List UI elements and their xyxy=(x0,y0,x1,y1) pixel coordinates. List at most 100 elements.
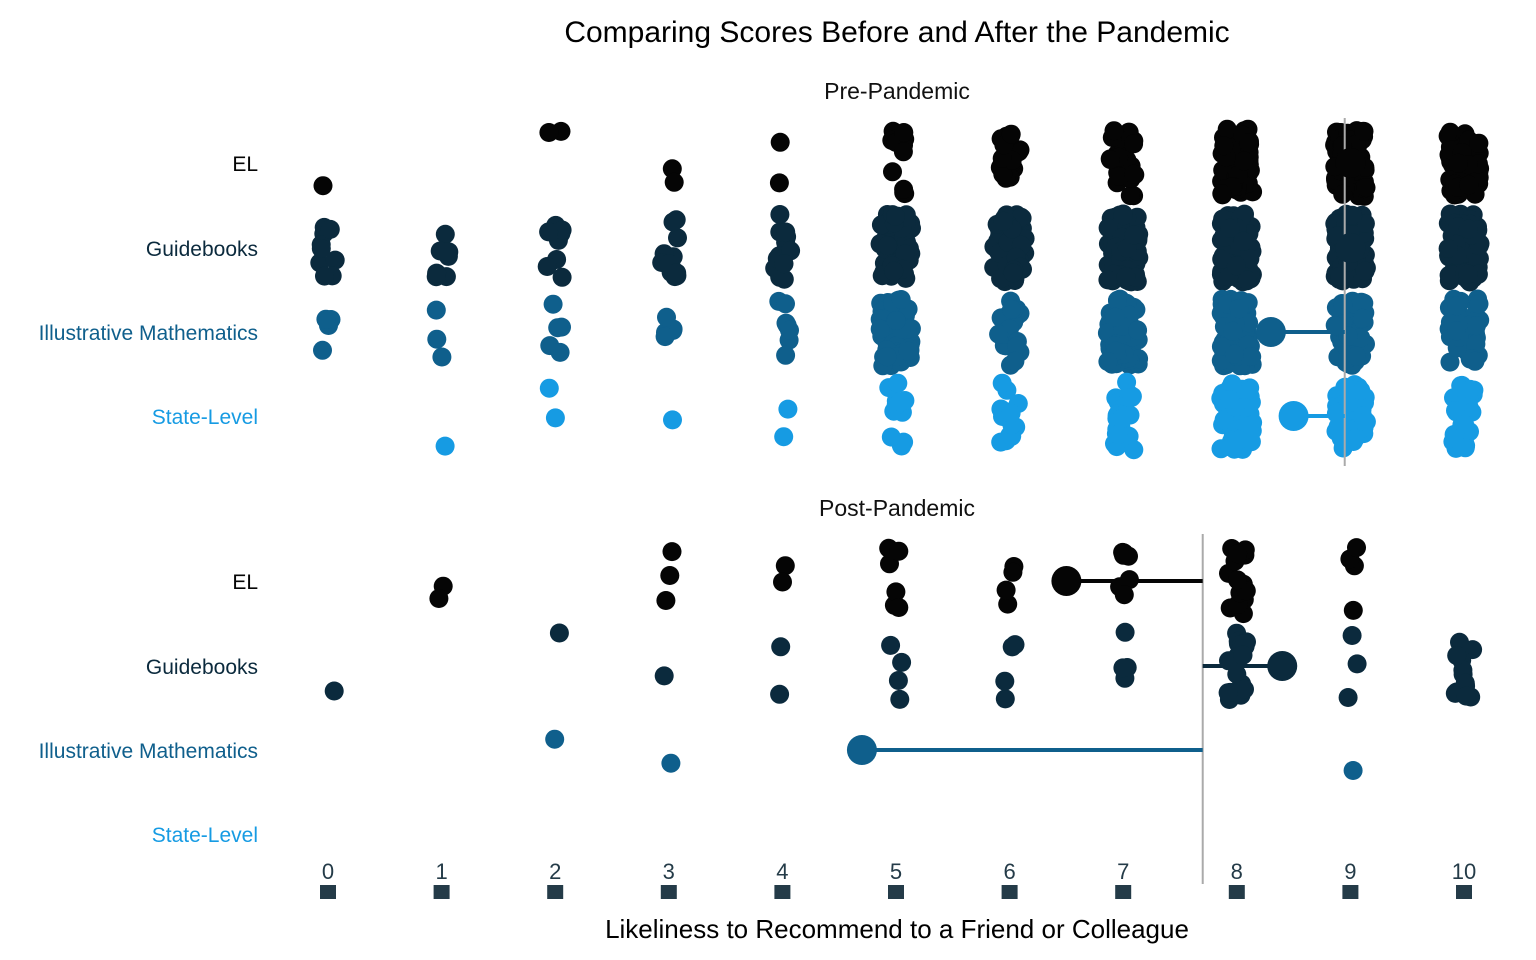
data-point xyxy=(1224,344,1244,364)
data-point xyxy=(545,729,565,749)
x-tick-label: 0 xyxy=(322,859,334,884)
data-point xyxy=(1108,425,1128,444)
data-point xyxy=(1114,585,1134,605)
data-point xyxy=(774,269,794,289)
data-point xyxy=(426,300,446,320)
x-tick-label: 7 xyxy=(1117,859,1129,884)
x-tick-label: 5 xyxy=(890,859,902,884)
data-point xyxy=(1444,429,1464,449)
data-point xyxy=(893,142,913,162)
data-point xyxy=(1233,645,1253,665)
data-point xyxy=(780,320,799,340)
data-point xyxy=(537,257,557,276)
data-point xyxy=(776,345,796,365)
data-point xyxy=(776,294,795,314)
data-point xyxy=(1342,205,1362,225)
data-point xyxy=(1115,622,1135,642)
x-tick-mark xyxy=(1342,885,1359,899)
data-point xyxy=(667,263,687,283)
data-point xyxy=(656,591,676,610)
data-point xyxy=(1235,679,1254,699)
data-point xyxy=(316,309,336,329)
data-point xyxy=(1469,134,1488,153)
data-point xyxy=(894,123,914,142)
x-tick-label: 9 xyxy=(1344,859,1356,884)
data-point xyxy=(1446,401,1465,420)
data-point xyxy=(1005,351,1025,371)
data-point xyxy=(892,652,912,672)
data-point xyxy=(1333,184,1353,204)
data-point xyxy=(1343,600,1363,620)
data-point xyxy=(539,222,559,242)
data-point xyxy=(1212,184,1232,204)
category-label-guidebooks: Guidebooks xyxy=(146,656,258,679)
data-point xyxy=(439,242,459,262)
data-point xyxy=(886,582,906,602)
data-point xyxy=(1124,225,1144,245)
data-point xyxy=(998,594,1018,614)
data-point xyxy=(1458,264,1478,284)
data-point xyxy=(662,542,682,562)
data-point xyxy=(886,206,905,226)
panel-title-pre: Pre-Pandemic xyxy=(824,78,970,104)
data-point xyxy=(898,341,918,361)
data-point xyxy=(435,224,455,244)
mean-marker-illustrative-mathematics xyxy=(1255,317,1286,347)
data-point xyxy=(877,347,897,367)
data-point xyxy=(324,681,344,701)
data-point xyxy=(886,311,906,330)
x-axis: 0 1 2 3 4 5 6 7 8 9 10 xyxy=(320,859,1476,899)
data-point xyxy=(1119,546,1138,566)
data-point xyxy=(1101,150,1120,170)
data-point xyxy=(1003,562,1023,582)
data-point xyxy=(664,172,684,192)
data-point xyxy=(1098,352,1118,372)
data-point xyxy=(1447,296,1467,316)
data-point xyxy=(663,212,683,232)
x-tick-mark xyxy=(1001,885,1018,899)
data-point xyxy=(543,294,563,314)
panel-pre-pandemic xyxy=(310,118,1490,466)
data-point xyxy=(996,580,1016,600)
category-label-illustrative-mathematics: Illustrative Mathematics xyxy=(39,740,258,763)
data-point xyxy=(870,319,890,339)
category-label-guidebooks: Guidebooks xyxy=(146,238,258,261)
data-point xyxy=(1220,218,1240,238)
data-point xyxy=(655,327,675,347)
data-point xyxy=(888,373,908,393)
data-point xyxy=(552,267,572,287)
data-point xyxy=(1342,626,1362,645)
data-point xyxy=(1234,151,1254,171)
data-point xyxy=(429,589,449,608)
data-point xyxy=(550,342,570,362)
data-point xyxy=(1438,239,1458,258)
data-point xyxy=(1447,321,1466,341)
x-tick-label: 1 xyxy=(435,859,447,884)
data-point xyxy=(1356,178,1376,198)
data-point xyxy=(1220,390,1239,409)
data-point xyxy=(1109,167,1129,186)
x-tick-label: 8 xyxy=(1231,859,1243,884)
data-point xyxy=(1343,761,1363,780)
data-point xyxy=(313,176,333,196)
data-point xyxy=(1226,256,1246,276)
data-point xyxy=(1113,206,1133,226)
category-label-el: EL xyxy=(232,153,258,176)
data-point xyxy=(1354,121,1374,141)
panel-post-pandemic xyxy=(324,534,1483,884)
data-point xyxy=(778,399,798,419)
data-point xyxy=(435,436,455,456)
data-point xyxy=(770,205,790,224)
data-point xyxy=(1116,267,1136,287)
data-point xyxy=(1355,261,1375,281)
category-label-state-level: State-Level xyxy=(152,406,258,429)
data-point xyxy=(311,239,331,258)
data-point xyxy=(1218,683,1238,703)
data-point xyxy=(1238,270,1257,290)
data-point xyxy=(1440,352,1460,372)
data-point xyxy=(1124,164,1144,184)
data-point xyxy=(1229,299,1249,319)
data-point xyxy=(1459,175,1479,195)
data-point xyxy=(1003,263,1023,283)
category-label-state-level: State-Level xyxy=(152,824,258,847)
